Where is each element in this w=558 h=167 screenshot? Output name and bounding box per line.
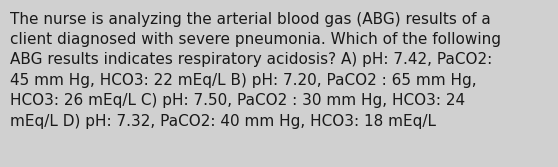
Text: The nurse is analyzing the arterial blood gas (ABG) results of a
client diagnose: The nurse is analyzing the arterial bloo… [10,12,501,129]
